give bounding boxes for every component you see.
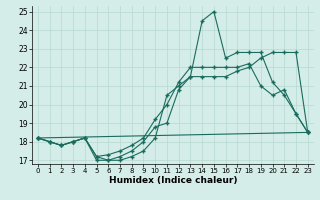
X-axis label: Humidex (Indice chaleur): Humidex (Indice chaleur) bbox=[108, 176, 237, 185]
